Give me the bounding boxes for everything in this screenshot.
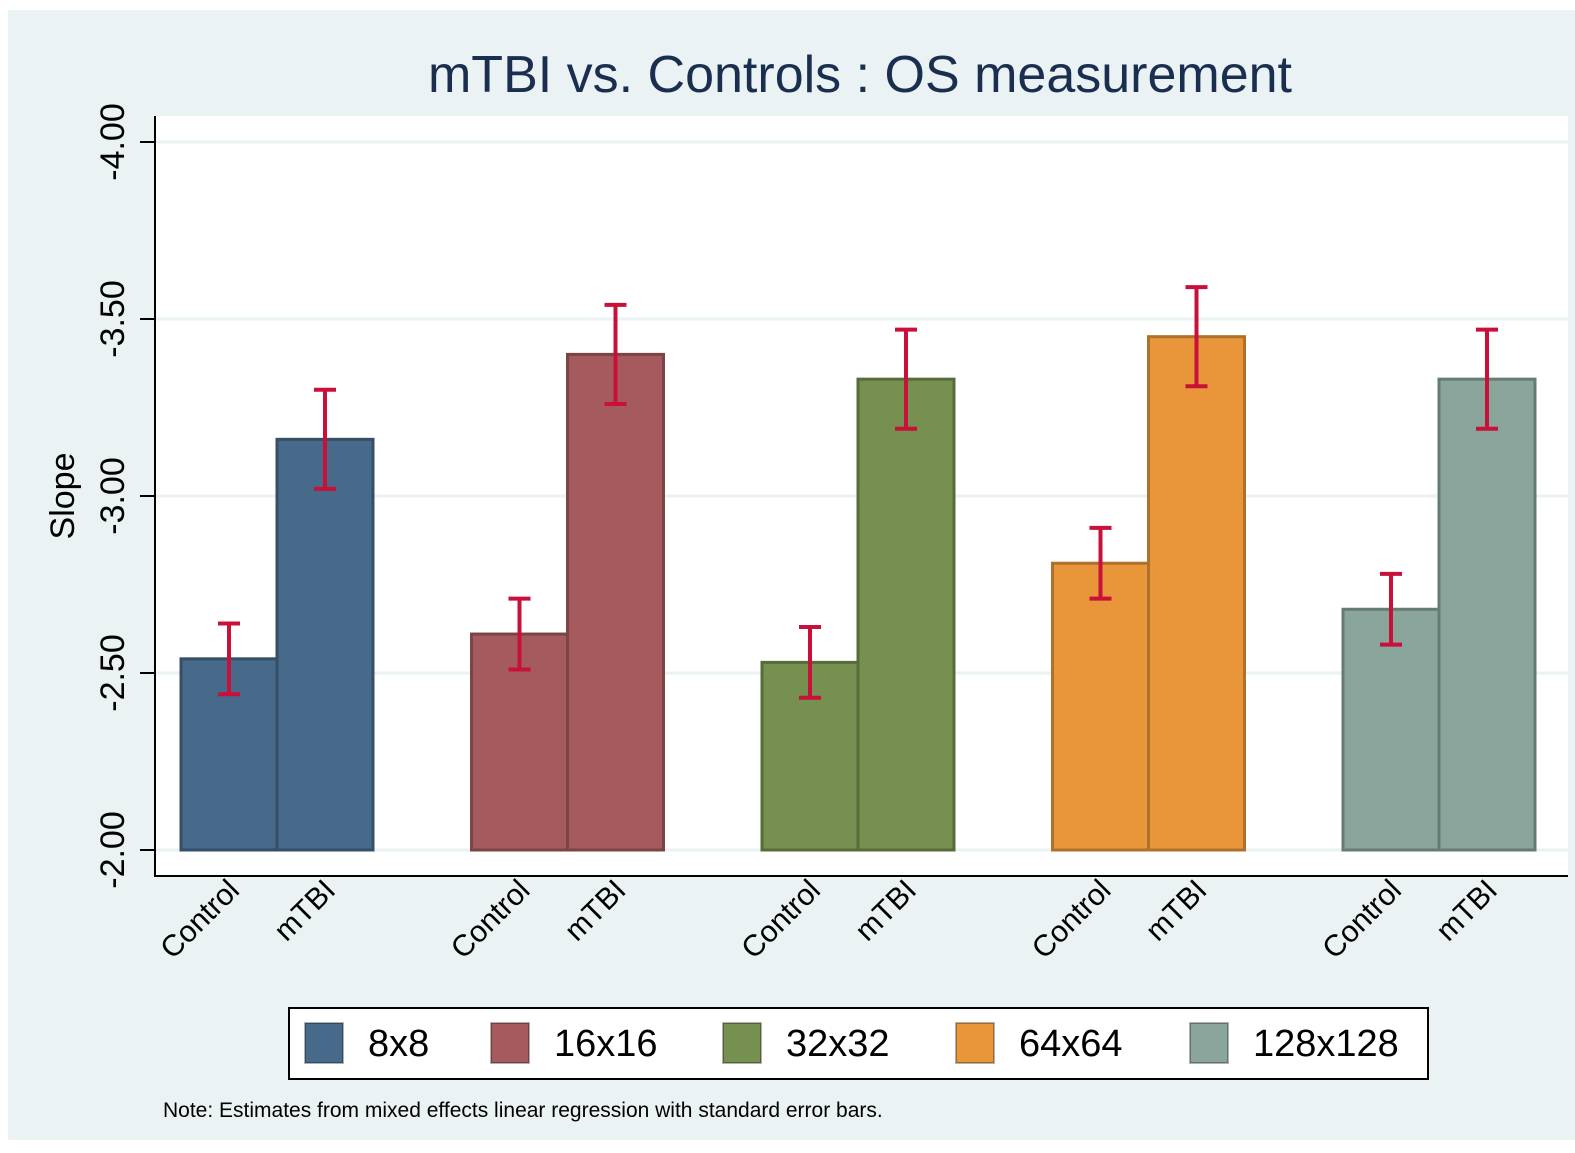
error-bar — [604, 302, 627, 406]
error-bar — [314, 387, 336, 491]
bar — [1437, 377, 1537, 852]
y-tick-label: -4.00 — [94, 103, 132, 181]
legend-swatch — [304, 1022, 344, 1064]
bar — [566, 352, 665, 852]
error-bar — [508, 596, 531, 672]
error-bar — [1185, 285, 1208, 389]
legend-label: 64x64 — [1019, 1023, 1123, 1065]
chart-title: mTBI vs. Controls : OS measurement — [428, 46, 1293, 104]
error-bar — [1380, 571, 1402, 647]
legend-swatch — [1189, 1022, 1229, 1064]
legend-label: 16x16 — [554, 1023, 658, 1065]
legend-swatch — [955, 1022, 995, 1064]
legend: 8x8 16x16 32x32 64x64 128x128 — [304, 1022, 1399, 1065]
bar — [1341, 607, 1441, 852]
bar — [1051, 561, 1150, 852]
legend-swatch — [490, 1022, 530, 1064]
bar — [856, 377, 956, 852]
legend-label: 128x128 — [1253, 1023, 1399, 1065]
y-axis-title: Slope — [44, 453, 82, 540]
legend-swatch — [722, 1022, 762, 1064]
legend-label: 8x8 — [368, 1023, 429, 1065]
y-tick-label: -3.00 — [94, 457, 132, 535]
error-bar — [218, 621, 240, 697]
error-bar — [895, 327, 917, 431]
legend-label: 32x32 — [786, 1023, 890, 1065]
bar — [1147, 335, 1246, 852]
y-tick-label: -3.50 — [94, 280, 132, 358]
legend-box — [288, 1007, 1429, 1080]
note: Note: Estimates from mixed effects linea… — [163, 1099, 883, 1122]
y-tick-label: -2.50 — [94, 634, 132, 712]
y-tick-label: -2.00 — [94, 811, 132, 889]
bar — [275, 437, 375, 852]
error-bar — [799, 624, 821, 700]
error-bar — [1089, 525, 1112, 601]
error-bar — [1476, 327, 1498, 431]
